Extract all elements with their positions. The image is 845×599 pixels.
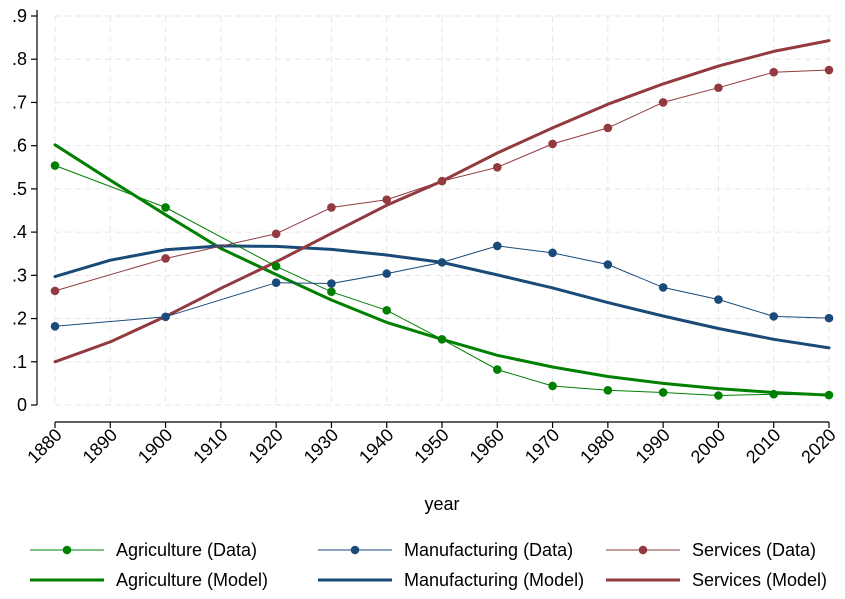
data-point xyxy=(161,254,170,263)
data-point xyxy=(271,229,281,239)
data-point xyxy=(382,195,392,204)
data-point xyxy=(492,241,502,251)
y-tick-label: .5 xyxy=(12,179,27,199)
x-tick-label: 1960 xyxy=(466,425,508,467)
data-point xyxy=(161,312,170,322)
x-tick-label: 1880 xyxy=(23,425,65,467)
legend-key-marker xyxy=(350,545,360,555)
data-point xyxy=(50,286,60,296)
data-point xyxy=(50,322,60,331)
data-point xyxy=(658,283,668,292)
data-point xyxy=(437,176,447,186)
data-point xyxy=(824,313,834,323)
legend-key-marker xyxy=(62,545,72,555)
legend-label: Manufacturing (Data) xyxy=(404,540,573,560)
x-tick-label: 1890 xyxy=(79,425,121,467)
data-point xyxy=(327,279,336,288)
data-point xyxy=(437,335,447,344)
y-tick-label: .8 xyxy=(12,49,27,69)
x-axis-title: year xyxy=(424,494,459,514)
data-point xyxy=(824,390,834,400)
legend-item: Services (Model) xyxy=(606,570,827,590)
x-tick-label: 1940 xyxy=(355,425,397,467)
x-tick-label: 2020 xyxy=(797,425,839,467)
data-point xyxy=(658,98,668,107)
data-point xyxy=(382,306,392,315)
data-point xyxy=(714,83,723,93)
data-point xyxy=(603,260,613,269)
x-tick-label: 1990 xyxy=(632,425,674,467)
data-point xyxy=(658,388,668,397)
axes xyxy=(31,10,830,428)
y-tick-label: .3 xyxy=(12,265,27,285)
y-tick-label: .9 xyxy=(12,6,27,26)
x-tick-label: 1970 xyxy=(521,425,563,467)
data-point xyxy=(327,203,336,212)
series-services-data xyxy=(50,65,834,296)
legend-label: Services (Model) xyxy=(692,570,827,590)
data-point xyxy=(327,287,336,297)
series xyxy=(50,39,834,400)
data-point xyxy=(769,67,779,77)
y-tick-label: .2 xyxy=(12,309,27,329)
series-manufacturing-data xyxy=(50,241,834,331)
data-point xyxy=(769,312,779,321)
legend: Agriculture (Data) Manufacturing (Data) Se… xyxy=(30,540,827,590)
data-point xyxy=(548,248,557,258)
legend-label: Services (Data) xyxy=(692,540,816,560)
x-tick-label: 1900 xyxy=(134,425,176,467)
y-tick-label: .6 xyxy=(12,136,27,156)
data-point xyxy=(824,65,834,75)
data-point xyxy=(548,139,557,149)
y-tick-label: .7 xyxy=(12,92,27,112)
data-point xyxy=(492,365,502,374)
data-point xyxy=(50,161,60,170)
x-tick-label: 1920 xyxy=(245,425,287,467)
y-tick-label: .4 xyxy=(12,222,27,242)
x-tick-label: 2000 xyxy=(687,425,729,467)
x-tick-label: 2010 xyxy=(742,425,784,467)
legend-item: Manufacturing (Data) xyxy=(318,540,573,560)
data-point xyxy=(603,123,613,133)
data-point xyxy=(161,203,170,212)
legend-item: Agriculture (Model) xyxy=(30,570,268,590)
legend-label: Agriculture (Data) xyxy=(116,540,257,560)
legend-item: Agriculture (Data) xyxy=(30,540,257,560)
data-point xyxy=(271,278,281,287)
legend-label: Manufacturing (Model) xyxy=(404,570,584,590)
legend-key-marker xyxy=(638,545,648,555)
data-point xyxy=(548,381,557,391)
y-tick-label: 0 xyxy=(17,395,27,415)
legend-label: Agriculture (Model) xyxy=(116,570,268,590)
x-tick-label: 1950 xyxy=(410,425,452,467)
x-tick-label: 1910 xyxy=(189,425,231,467)
data-point xyxy=(271,261,281,271)
y-tick-label: .1 xyxy=(12,352,27,372)
data-point xyxy=(437,258,447,267)
data-point xyxy=(382,269,392,278)
legend-item: Services (Data) xyxy=(606,540,816,560)
legend-item: Manufacturing (Model) xyxy=(318,570,584,590)
data-point xyxy=(603,386,613,395)
data-point xyxy=(769,389,779,399)
x-tick-label: 1930 xyxy=(300,425,342,467)
data-point xyxy=(714,295,723,304)
series-agriculture-data xyxy=(50,161,834,400)
data-point xyxy=(714,391,723,400)
x-tick-label: 1980 xyxy=(576,425,618,467)
data-point xyxy=(492,162,502,172)
